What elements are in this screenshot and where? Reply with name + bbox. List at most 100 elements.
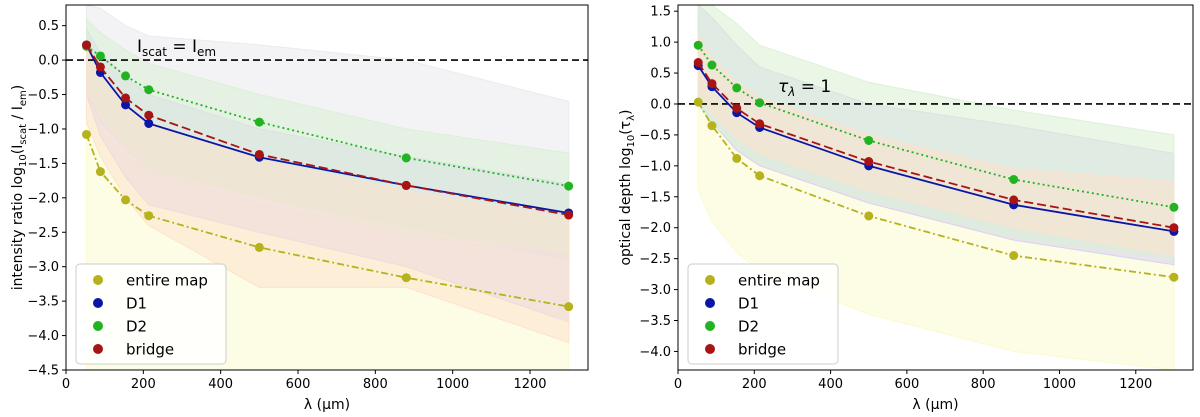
y-tick-label: 0.5 (650, 67, 671, 82)
legend-marker (93, 298, 103, 308)
legend-box (75, 263, 227, 365)
left-annotation-equal-intensity: Iscat = Iem (137, 37, 216, 59)
left-plot-frame (65, 4, 589, 371)
legend-marker (93, 275, 103, 285)
data-point-entire-map (755, 171, 765, 181)
right-uncertainty-bands (697, 3, 1175, 371)
x-tick-label: 600 (894, 377, 919, 392)
y-tick-label: −4.0 (27, 329, 59, 344)
data-point-bridge (693, 58, 703, 68)
data-point-bridge (1169, 223, 1179, 233)
data-point-bridge (401, 180, 411, 190)
data-point-bridge (95, 62, 105, 72)
data-point-D2 (401, 153, 411, 163)
legend-label: entire map (126, 272, 208, 290)
data-point-bridge (864, 157, 874, 167)
left-legend: entire map D1 D2 bridge (75, 263, 227, 365)
data-point-D2 (95, 51, 105, 61)
data-point-entire-map (121, 195, 131, 205)
data-point-entire-map (401, 273, 411, 283)
x-tick-label: 1200 (513, 377, 546, 392)
right-panel: 0 200 400 600 800 1000 1200 −4.0 −3.5 −3.0 −2.5 −2… (618, 3, 1194, 413)
x-tick-label: 1200 (1119, 377, 1152, 392)
y-tick-label: −3.5 (27, 295, 59, 310)
left-x-axis-label: λ (μm) (304, 397, 350, 413)
legend-marker (705, 298, 715, 308)
right-annotation-tau-equals-one: τλ = 1 (778, 77, 831, 99)
data-point-D2 (564, 181, 574, 191)
y-tick-label: −2.0 (27, 191, 59, 206)
y-tick-label: 1.5 (650, 5, 671, 20)
right-legend: entire map D1 D2 bridge (687, 263, 839, 365)
data-point-bridge (144, 110, 154, 120)
data-point-entire-map (95, 167, 105, 177)
data-point-D2 (864, 135, 874, 145)
right-y-axis-label: optical depth log10(τλ) (618, 109, 637, 265)
data-point-D1 (121, 100, 131, 110)
data-point-bridge (732, 103, 742, 113)
y-tick-label: −4.0 (639, 345, 671, 360)
right-y-ticks: −4.0 −3.5 −3.0 −2.5 −2.0 −1.5 −1.0 −0.5 0.0 0.5 1.… (639, 5, 678, 360)
band-bridge (697, 34, 1175, 257)
data-point-D2 (1169, 202, 1179, 212)
left-y-ticks: −4.5 −4.0 −3.5 −3.0 −2.5 −2.0 −1.5 −1.0 −0.5 0.0 0… (27, 19, 66, 379)
y-tick-label: −2.5 (639, 252, 671, 267)
left-x-ticks: 0 200 400 600 800 1000 1200 (62, 370, 547, 392)
right-x-axis-label: λ (μm) (912, 397, 958, 413)
data-point-bridge (81, 40, 91, 50)
x-tick-label: 800 (971, 377, 996, 392)
y-tick-label: −3.0 (639, 283, 671, 298)
y-tick-label: −3.5 (639, 314, 671, 329)
data-point-entire-map (1009, 251, 1019, 261)
data-point-entire-map (864, 211, 874, 221)
y-tick-label: −4.5 (27, 364, 59, 379)
data-point-bridge (1009, 195, 1019, 205)
y-tick-label: 0.0 (38, 54, 59, 69)
x-tick-label: 400 (208, 377, 233, 392)
y-tick-label: −0.5 (639, 128, 671, 143)
data-point-D2 (707, 60, 717, 70)
legend-marker (705, 275, 715, 285)
legend-label: bridge (126, 341, 174, 359)
data-point-D2 (755, 98, 765, 108)
data-point-entire-map (1169, 272, 1179, 282)
y-tick-label: −2.5 (27, 226, 59, 241)
x-tick-label: 0 (674, 377, 682, 392)
left-series-group (81, 40, 574, 312)
y-tick-label: −3.0 (27, 260, 59, 275)
data-point-D2 (1009, 174, 1019, 184)
x-tick-label: 600 (286, 377, 311, 392)
x-tick-label: 0 (62, 377, 70, 392)
x-tick-label: 200 (131, 377, 156, 392)
data-point-D2 (693, 40, 703, 50)
legend-label: D1 (126, 295, 147, 313)
x-tick-label: 1000 (1043, 377, 1076, 392)
data-point-bridge (755, 119, 765, 129)
y-tick-label: 0.5 (38, 19, 59, 34)
right-series-group (693, 40, 1179, 282)
legend-marker (705, 344, 715, 354)
x-tick-label: 800 (363, 377, 388, 392)
legend-label: D2 (126, 318, 147, 336)
y-tick-label: −1.0 (639, 159, 671, 174)
legend-label: D2 (738, 318, 759, 336)
x-tick-label: 400 (818, 377, 843, 392)
x-tick-label: 1000 (436, 377, 469, 392)
y-tick-label: 0.0 (650, 97, 671, 112)
data-point-bridge (121, 93, 131, 103)
data-point-D2 (144, 85, 154, 95)
data-point-entire-map (564, 302, 574, 312)
legend-label: D1 (738, 295, 759, 313)
data-point-entire-map (144, 211, 154, 221)
y-tick-label: −2.0 (639, 221, 671, 236)
data-point-entire-map (254, 242, 264, 252)
legend-label: bridge (738, 341, 786, 359)
y-tick-label: −0.5 (27, 88, 59, 103)
right-plot-frame (677, 4, 1194, 371)
data-point-D2 (254, 117, 264, 127)
left-panel: 0 200 400 600 800 1000 1200 −4.5 −4.0 −3.5 −3.0 −2… (10, 4, 589, 413)
data-point-D1 (144, 118, 154, 128)
data-point-bridge (564, 210, 574, 220)
legend-label: entire map (738, 272, 820, 290)
